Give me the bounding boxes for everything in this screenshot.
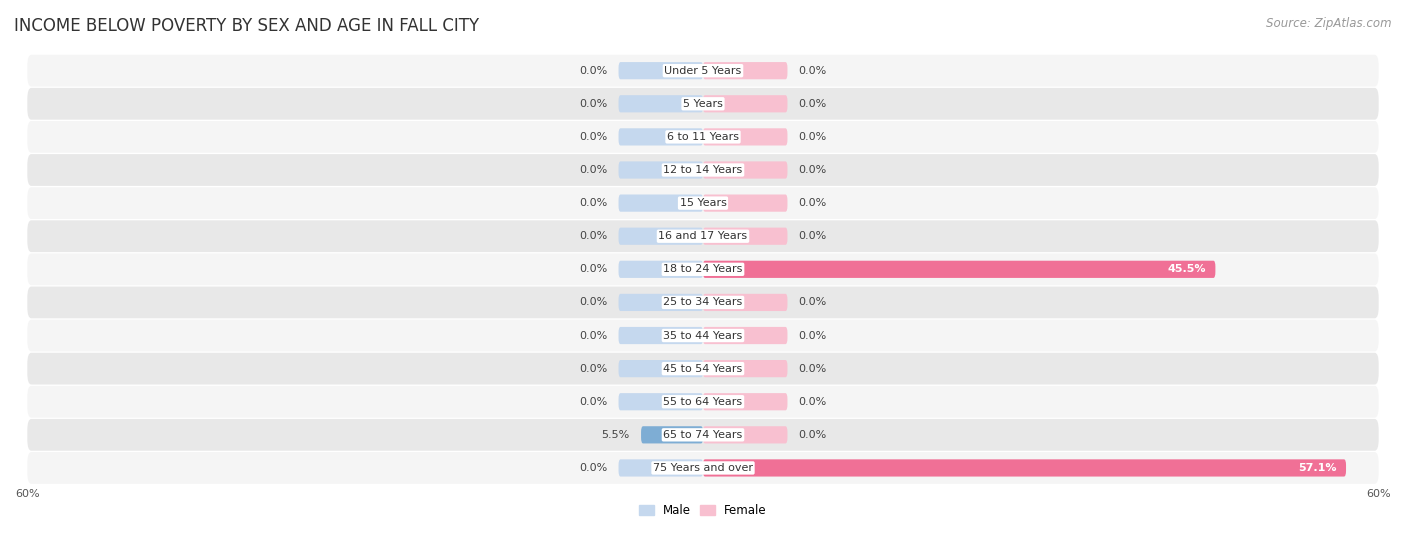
Text: 0.0%: 0.0% (579, 264, 607, 274)
Text: 6 to 11 Years: 6 to 11 Years (666, 132, 740, 142)
Text: 0.0%: 0.0% (799, 198, 827, 208)
FancyBboxPatch shape (619, 360, 703, 377)
Text: 0.0%: 0.0% (579, 297, 607, 307)
Text: 5 Years: 5 Years (683, 99, 723, 109)
Text: 0.0%: 0.0% (799, 99, 827, 109)
FancyBboxPatch shape (27, 121, 1379, 153)
Text: 0.0%: 0.0% (799, 297, 827, 307)
FancyBboxPatch shape (27, 253, 1379, 285)
Text: 65 to 74 Years: 65 to 74 Years (664, 430, 742, 440)
FancyBboxPatch shape (703, 128, 787, 145)
Text: 35 to 44 Years: 35 to 44 Years (664, 330, 742, 340)
FancyBboxPatch shape (619, 260, 703, 278)
Text: 55 to 64 Years: 55 to 64 Years (664, 397, 742, 407)
FancyBboxPatch shape (703, 95, 787, 112)
FancyBboxPatch shape (619, 459, 703, 477)
FancyBboxPatch shape (703, 228, 787, 245)
Text: 16 and 17 Years: 16 and 17 Years (658, 231, 748, 241)
Text: Under 5 Years: Under 5 Years (665, 66, 741, 75)
FancyBboxPatch shape (703, 393, 787, 410)
FancyBboxPatch shape (619, 228, 703, 245)
FancyBboxPatch shape (619, 128, 703, 145)
FancyBboxPatch shape (27, 154, 1379, 186)
FancyBboxPatch shape (641, 426, 703, 443)
FancyBboxPatch shape (27, 287, 1379, 318)
FancyBboxPatch shape (619, 162, 703, 179)
Text: 0.0%: 0.0% (799, 231, 827, 241)
Text: 0.0%: 0.0% (799, 66, 827, 75)
Text: 0.0%: 0.0% (799, 165, 827, 175)
Text: 0.0%: 0.0% (579, 330, 607, 340)
Text: 0.0%: 0.0% (579, 165, 607, 175)
Text: 0.0%: 0.0% (799, 397, 827, 407)
FancyBboxPatch shape (703, 260, 1215, 278)
Text: 18 to 24 Years: 18 to 24 Years (664, 264, 742, 274)
FancyBboxPatch shape (703, 62, 787, 79)
FancyBboxPatch shape (619, 327, 703, 344)
FancyBboxPatch shape (27, 353, 1379, 385)
FancyBboxPatch shape (27, 88, 1379, 120)
FancyBboxPatch shape (703, 360, 787, 377)
Text: 45 to 54 Years: 45 to 54 Years (664, 364, 742, 373)
FancyBboxPatch shape (27, 320, 1379, 352)
Text: 5.5%: 5.5% (602, 430, 630, 440)
FancyBboxPatch shape (703, 294, 787, 311)
FancyBboxPatch shape (27, 386, 1379, 418)
FancyBboxPatch shape (27, 55, 1379, 87)
Text: 45.5%: 45.5% (1168, 264, 1206, 274)
Text: 15 Years: 15 Years (679, 198, 727, 208)
FancyBboxPatch shape (27, 452, 1379, 484)
Text: 0.0%: 0.0% (579, 397, 607, 407)
Text: 57.1%: 57.1% (1299, 463, 1337, 473)
FancyBboxPatch shape (619, 393, 703, 410)
Text: 75 Years and over: 75 Years and over (652, 463, 754, 473)
Text: 25 to 34 Years: 25 to 34 Years (664, 297, 742, 307)
Text: 0.0%: 0.0% (579, 364, 607, 373)
Legend: Male, Female: Male, Female (634, 499, 772, 522)
FancyBboxPatch shape (27, 419, 1379, 451)
Text: 0.0%: 0.0% (579, 99, 607, 109)
FancyBboxPatch shape (703, 195, 787, 212)
Text: 0.0%: 0.0% (799, 430, 827, 440)
FancyBboxPatch shape (703, 459, 1346, 477)
FancyBboxPatch shape (619, 95, 703, 112)
Text: 0.0%: 0.0% (579, 132, 607, 142)
Text: INCOME BELOW POVERTY BY SEX AND AGE IN FALL CITY: INCOME BELOW POVERTY BY SEX AND AGE IN F… (14, 17, 479, 35)
FancyBboxPatch shape (703, 162, 787, 179)
Text: Source: ZipAtlas.com: Source: ZipAtlas.com (1267, 17, 1392, 30)
Text: 0.0%: 0.0% (579, 198, 607, 208)
FancyBboxPatch shape (703, 327, 787, 344)
Text: 0.0%: 0.0% (579, 231, 607, 241)
Text: 0.0%: 0.0% (799, 132, 827, 142)
Text: 0.0%: 0.0% (799, 364, 827, 373)
FancyBboxPatch shape (27, 220, 1379, 252)
FancyBboxPatch shape (703, 426, 787, 443)
FancyBboxPatch shape (619, 195, 703, 212)
Text: 0.0%: 0.0% (579, 463, 607, 473)
Text: 0.0%: 0.0% (579, 66, 607, 75)
FancyBboxPatch shape (619, 62, 703, 79)
FancyBboxPatch shape (27, 187, 1379, 219)
Text: 12 to 14 Years: 12 to 14 Years (664, 165, 742, 175)
FancyBboxPatch shape (619, 294, 703, 311)
Text: 0.0%: 0.0% (799, 330, 827, 340)
